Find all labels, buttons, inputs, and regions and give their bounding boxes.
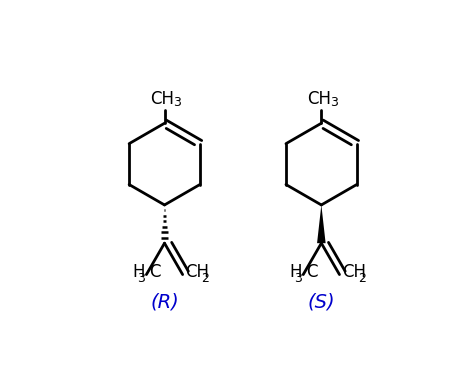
- Text: 3: 3: [294, 272, 302, 285]
- Text: C: C: [149, 263, 161, 281]
- Text: 2: 2: [201, 272, 209, 285]
- Text: C: C: [306, 263, 318, 281]
- Text: CH: CH: [307, 90, 331, 108]
- Text: CH: CH: [342, 263, 366, 281]
- Text: CH: CH: [185, 263, 209, 281]
- Text: CH: CH: [150, 90, 174, 108]
- Text: (R): (R): [150, 293, 179, 312]
- Text: 3: 3: [137, 272, 145, 285]
- Text: 2: 2: [358, 272, 366, 285]
- Text: 3: 3: [330, 96, 338, 109]
- Text: H: H: [133, 263, 145, 281]
- Text: H: H: [290, 263, 302, 281]
- Text: 3: 3: [173, 96, 181, 109]
- Text: (S): (S): [308, 293, 335, 312]
- Polygon shape: [317, 205, 326, 243]
